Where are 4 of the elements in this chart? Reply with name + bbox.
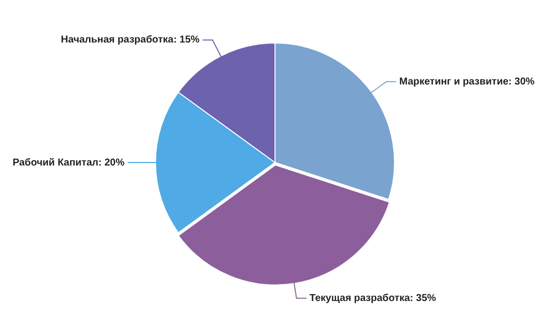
slice-label: Текущая разработка: 35% bbox=[310, 293, 436, 304]
slice-label: Начальная разработка: 15% bbox=[60, 34, 200, 46]
slice-label: Рабочий Капитал: 20% bbox=[12, 157, 125, 168]
slice-label: Маркетинг и развитие: 30% bbox=[399, 76, 535, 88]
